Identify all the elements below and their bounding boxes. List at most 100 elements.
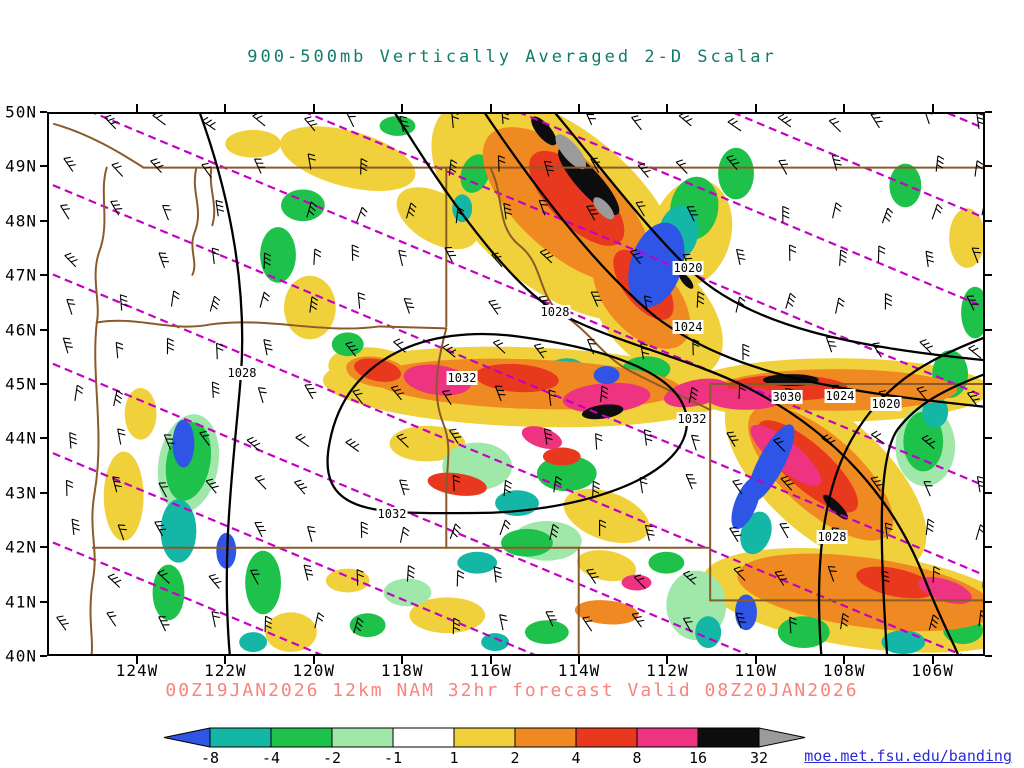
axis-tick bbox=[931, 104, 934, 112]
height-contour bbox=[93, 114, 983, 487]
axis-tick bbox=[40, 491, 47, 494]
state-border bbox=[191, 166, 199, 276]
frontogenesis-shading bbox=[922, 395, 949, 428]
contour-label: 1032 bbox=[446, 371, 478, 385]
axis-tick bbox=[985, 655, 992, 657]
frontogenesis-shading bbox=[555, 134, 587, 170]
lon-tick-label: 108W bbox=[822, 661, 866, 680]
lat-tick-label: 49N bbox=[5, 156, 37, 176]
lon-tick-label: 106W bbox=[911, 661, 954, 680]
frontogenesis-shading bbox=[172, 419, 195, 468]
frontogenesis-shading bbox=[531, 116, 557, 146]
height-contour bbox=[49, 539, 323, 654]
axis-tick bbox=[754, 104, 757, 112]
frontogenesis-shading bbox=[239, 632, 268, 653]
lat-tick-label: 48N bbox=[5, 211, 37, 231]
colorbar-segment bbox=[331, 727, 394, 748]
lon-tick-label: 124W bbox=[115, 661, 159, 680]
frontogenesis-shading bbox=[581, 404, 624, 420]
frontogenesis-shading bbox=[856, 566, 935, 599]
axis-tick bbox=[666, 104, 669, 112]
axis-tick bbox=[40, 383, 47, 385]
frontogenesis-shading bbox=[524, 620, 569, 645]
colorbar-tick-label: 1 bbox=[449, 749, 458, 767]
frontogenesis-shading bbox=[481, 633, 510, 652]
credit-link[interactable]: moe.met.fsu.edu/banding bbox=[804, 747, 1012, 765]
frontogenesis-shading bbox=[331, 332, 364, 357]
frontogenesis-shading bbox=[124, 387, 157, 440]
axis-tick bbox=[985, 111, 992, 113]
frontogenesis-shading bbox=[265, 612, 317, 653]
axis-tick bbox=[224, 104, 227, 112]
axis-tick bbox=[843, 104, 846, 112]
contour-label: 1028 bbox=[539, 305, 571, 319]
frontogenesis-shading bbox=[648, 551, 685, 574]
height-contour bbox=[49, 450, 536, 654]
axis-tick bbox=[40, 546, 47, 549]
state-border bbox=[95, 319, 448, 330]
axis-tick bbox=[401, 104, 404, 112]
frontogenesis-shading bbox=[737, 553, 983, 632]
lat-tick-label: 41N bbox=[5, 592, 37, 612]
axis-tick bbox=[224, 656, 227, 664]
colorbar-segment bbox=[270, 727, 333, 748]
frontogenesis-shading bbox=[225, 129, 282, 158]
frontogenesis-shading bbox=[280, 126, 416, 191]
lat-tick-label: 47N bbox=[5, 265, 37, 285]
frontogenesis-shading bbox=[245, 550, 282, 615]
axis-tick bbox=[489, 104, 492, 112]
colorbar-segment bbox=[392, 727, 455, 748]
axis-tick bbox=[40, 600, 47, 603]
colorbar-tick-label: 2 bbox=[510, 749, 519, 767]
frontogenesis-shading bbox=[529, 150, 625, 246]
frontogenesis-shading bbox=[349, 613, 386, 638]
axis-tick bbox=[985, 491, 992, 494]
lon-tick-label: 114W bbox=[557, 661, 601, 680]
lat-tick-label: 40N bbox=[5, 646, 37, 666]
colorbar-arrow-right bbox=[758, 727, 806, 748]
state-border bbox=[89, 321, 100, 654]
contour-label: 1032 bbox=[676, 412, 708, 426]
height-contour bbox=[733, 114, 983, 219]
frontogenesis-shading bbox=[918, 576, 972, 604]
frontogenesis-shading bbox=[563, 488, 650, 544]
contour-label: 1028 bbox=[226, 366, 258, 380]
map-canvas bbox=[49, 114, 983, 654]
frontogenesis-shading bbox=[103, 451, 144, 541]
frontogenesis-shading bbox=[777, 616, 830, 649]
axis-tick bbox=[754, 656, 757, 664]
frontogenesis-shading bbox=[574, 600, 639, 625]
contour-label: 1024 bbox=[824, 389, 856, 403]
lon-tick-label: 110W bbox=[734, 661, 778, 680]
height-contour bbox=[520, 114, 983, 308]
state-border bbox=[209, 166, 216, 227]
axis-tick bbox=[985, 437, 992, 440]
axis-tick bbox=[136, 104, 138, 112]
frontogenesis-shading bbox=[708, 387, 784, 410]
colorbar-tick-label: -4 bbox=[262, 749, 280, 767]
height-contour bbox=[49, 271, 963, 654]
frontogenesis-shading bbox=[731, 477, 761, 530]
axis-tick bbox=[985, 600, 992, 603]
frontogenesis-shading bbox=[679, 272, 694, 289]
lat-tick-label: 46N bbox=[5, 320, 37, 340]
lon-tick-label: 122W bbox=[204, 661, 247, 680]
axis-tick bbox=[40, 165, 47, 168]
colorbar-segment bbox=[697, 727, 760, 748]
axis-tick bbox=[578, 656, 580, 664]
contour-label: 1024 bbox=[672, 320, 704, 334]
colorbar-tick-label: -8 bbox=[201, 749, 219, 767]
frontogenesis-shading bbox=[718, 147, 754, 200]
colorbar-segment bbox=[209, 727, 272, 748]
contour-label: 1028 bbox=[816, 530, 848, 544]
frontogenesis-shading bbox=[460, 154, 490, 193]
axis-tick bbox=[985, 219, 992, 222]
colorbar-segment bbox=[453, 727, 516, 748]
axis-tick bbox=[985, 274, 992, 277]
height-contour bbox=[306, 114, 983, 398]
frontogenesis-shading bbox=[281, 189, 325, 222]
colorbar-tick-label: 16 bbox=[689, 749, 707, 767]
frontogenesis-shading bbox=[521, 426, 563, 450]
colorbar-tick-label: -2 bbox=[323, 749, 341, 767]
frontogenesis-shading bbox=[593, 366, 620, 384]
